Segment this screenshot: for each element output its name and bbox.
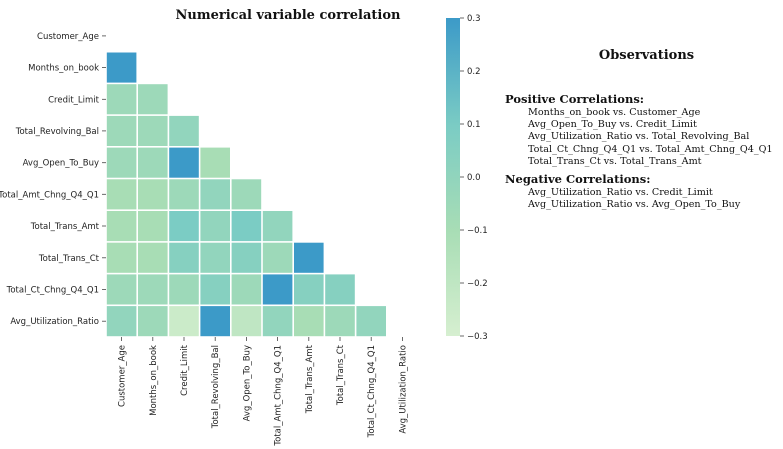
x-tick-label: Total_Revolving_Bal (211, 345, 221, 429)
colorbar-tick-label: 0.3 (467, 14, 481, 24)
heatmap-cell (231, 211, 262, 242)
heatmap-cell (106, 242, 137, 273)
heatmap-cell (231, 274, 262, 305)
list-item: Avg_Utilization_Ratio vs. Avg_Open_To_Bu… (528, 199, 741, 211)
heatmap-cell (169, 115, 199, 146)
positive-correlations-list: Months_on_book vs. Customer_Age Avg_Open… (505, 107, 780, 168)
x-tick-label: Total_Trans_Amt (305, 344, 315, 414)
heatmap-cell (106, 306, 137, 337)
heatmap-cell (169, 242, 199, 273)
colorbar-tick-label: −0.1 (467, 226, 488, 236)
correlation-heatmap: Numerical variable correlation Customer_… (0, 8, 488, 447)
y-tick-label: Months_on_book (28, 64, 99, 74)
y-tick-label: Customer_Age (37, 32, 99, 42)
x-tick-label: Customer_Age (118, 345, 128, 407)
y-tick-labels: Customer_Age Months_on_book Credit_Limit To… (0, 32, 106, 327)
heatmap-cell (356, 306, 386, 337)
heatmap-cells (106, 52, 386, 337)
heatmap-cell (200, 179, 230, 210)
observations-panel: Observations Positive Correlations: Mont… (505, 48, 780, 215)
negative-correlations-heading: Negative Correlations: (505, 172, 651, 187)
heatmap-cell (106, 147, 137, 178)
heatmap-cell (262, 306, 293, 337)
list-item: Months_on_book vs. Customer_Age (528, 107, 701, 118)
heatmap-cell (262, 211, 293, 242)
x-tick-label: Credit_Limit (180, 344, 190, 396)
y-tick-label: Avg_Utilization_Ratio (10, 317, 99, 327)
heatmap-cell (294, 242, 324, 273)
y-tick-label: Avg_Open_To_Buy (23, 159, 99, 169)
heatmap-cell (169, 274, 199, 305)
heatmap-cell (138, 211, 168, 242)
y-tick-label: Total_Trans_Amt (30, 222, 100, 232)
y-tick-label: Total_Trans_Ct (38, 254, 100, 264)
heatmap-cell (138, 242, 168, 273)
heatmap-cell (200, 274, 230, 305)
list-item: Total_Trans_Ct vs. Total_Trans_Amt (528, 155, 702, 167)
heatmap-cell (138, 115, 168, 146)
heatmap-cell (200, 306, 230, 337)
y-tick-label: Credit_Limit (48, 95, 100, 105)
heatmap-cell (169, 147, 199, 178)
positive-correlations-heading: Positive Correlations: (505, 92, 645, 106)
heatmap-cell (138, 306, 168, 337)
x-tick-label: Months_on_book (149, 345, 159, 416)
heatmap-cell (262, 242, 293, 273)
heatmap-cell (169, 211, 199, 242)
heatmap-cell (200, 147, 230, 178)
x-tick-label: Avg_Utilization_Ratio (398, 345, 408, 434)
x-tick-label: Total_Trans_Ct (336, 344, 346, 406)
heatmap-cell (325, 274, 355, 305)
heatmap-cell (106, 84, 137, 115)
heatmap-cell (200, 211, 230, 242)
negative-correlations-list: Avg_Utilization_Ratio vs. Credit_Limit A… (505, 187, 780, 211)
list-item: Avg_Open_To_Buy vs. Credit_Limit (528, 119, 697, 131)
colorbar-ticks: 0.3 0.2 0.1 0.0 −0.1 −0.2 −0.3 (460, 14, 488, 342)
list-item: Total_Ct_Chng_Q4_Q1 vs. Total_Amt_Chng_Q… (528, 143, 773, 155)
heatmap-cell (231, 306, 262, 337)
heatmap-cell (138, 147, 168, 178)
heatmap-cell (106, 179, 137, 210)
observations-title: Observations (598, 48, 695, 63)
colorbar-tick-label: −0.3 (467, 332, 488, 342)
heatmap-cell (325, 306, 355, 337)
colorbar-tick-label: 0.0 (467, 173, 481, 183)
x-tick-label: Total_Ct_Chng_Q4_Q1 (367, 345, 377, 438)
heatmap-cell (138, 84, 168, 115)
heatmap-cell (231, 242, 262, 273)
heatmap-cell (106, 211, 137, 242)
y-tick-label: Total_Ct_Chng_Q4_Q1 (6, 286, 99, 296)
heatmap-cell (262, 274, 293, 305)
x-tick-labels: Customer_Age Months_on_book Credit_Limit To… (118, 337, 408, 447)
colorbar-tick-label: 0.2 (467, 67, 481, 77)
heatmap-cell (200, 242, 230, 273)
colorbar-tick-label: 0.1 (467, 120, 481, 130)
chart-title: Numerical variable correlation (176, 8, 401, 23)
colorbar (446, 18, 460, 336)
heatmap-cell (294, 274, 324, 305)
heatmap-cell (106, 274, 137, 305)
x-tick-label: Avg_Open_To_Buy (242, 345, 252, 421)
heatmap-cell (106, 52, 137, 83)
heatmap-cell (169, 179, 199, 210)
heatmap-cell (106, 115, 137, 146)
list-item: Avg_Utilization_Ratio vs. Credit_Limit (528, 187, 713, 199)
colorbar-tick-label: −0.2 (467, 279, 488, 289)
y-tick-label: Total_Revolving_Bal (15, 127, 99, 137)
heatmap-cell (138, 179, 168, 210)
heatmap-cell (138, 274, 168, 305)
heatmap-cell (169, 306, 199, 337)
y-tick-label: Total_Amt_Chng_Q4_Q1 (0, 190, 99, 200)
x-tick-label: Total_Amt_Chng_Q4_Q1 (274, 345, 284, 447)
list-item: Avg_Utilization_Ratio vs. Total_Revolvin… (528, 131, 750, 143)
heatmap-cell (294, 306, 324, 337)
heatmap-cell (231, 179, 262, 210)
